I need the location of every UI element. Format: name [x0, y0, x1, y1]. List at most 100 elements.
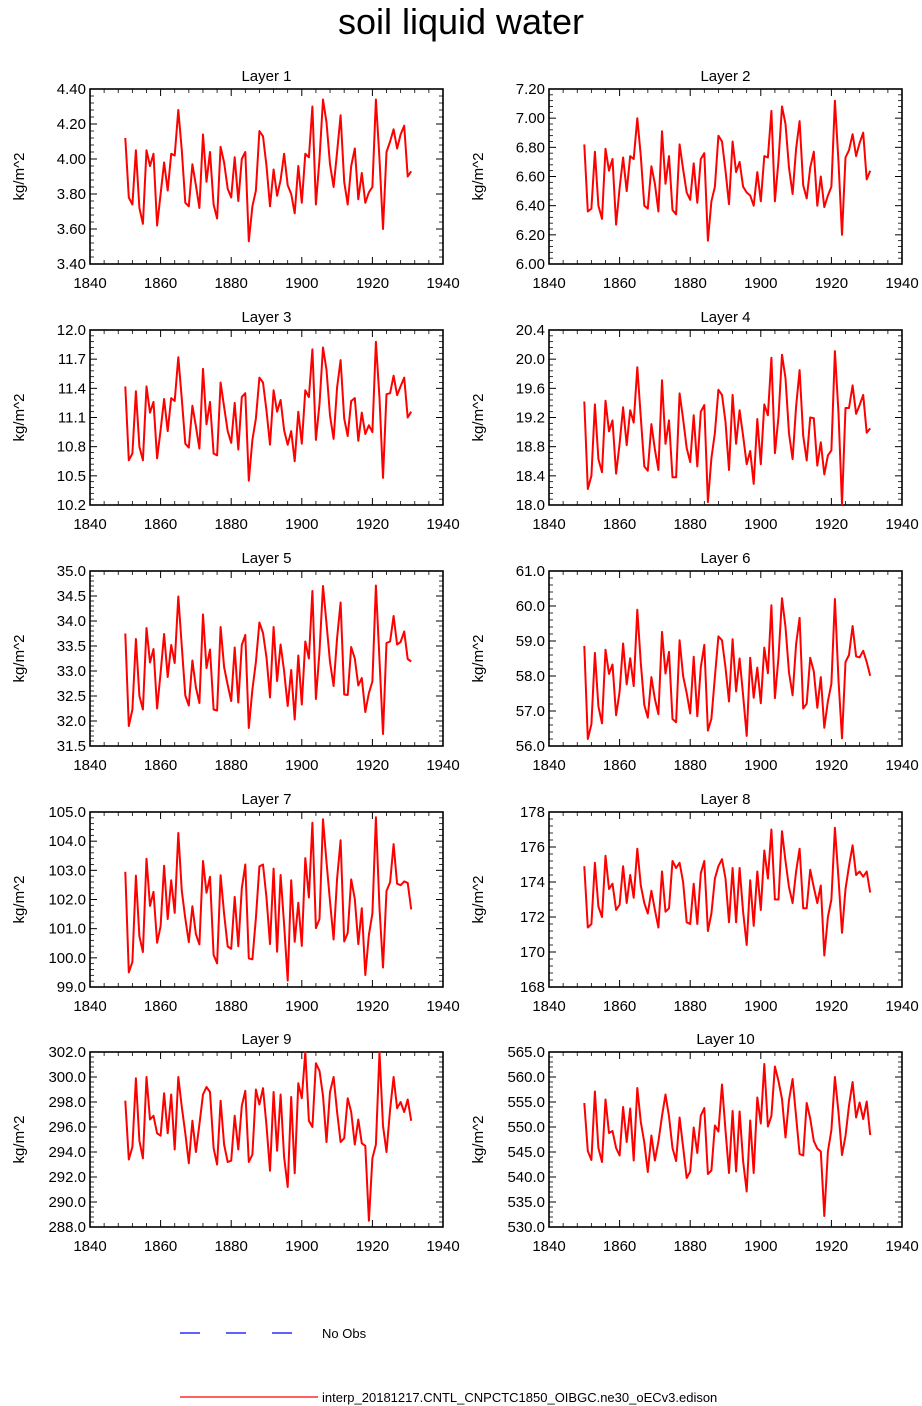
- y-axis-label-10: kg/m^2: [470, 1116, 487, 1164]
- series-line-6: [583, 597, 872, 740]
- x-tick-label-9-1860: 1860: [144, 1238, 177, 1255]
- x-tick-label-4-1920: 1920: [815, 516, 848, 533]
- y-tick-label-3-2: 10.8: [57, 439, 86, 456]
- y-tick-label-7-4: 103.0: [48, 862, 86, 879]
- y-axis-label-7: kg/m^2: [11, 876, 28, 924]
- y-tick-label-6-2: 58.0: [516, 668, 545, 685]
- y-tick-label-4-2: 18.8: [516, 439, 545, 456]
- chart-title-5: Layer 5: [241, 550, 291, 567]
- x-tick-label-7-1840: 1840: [73, 998, 106, 1015]
- y-tick-label-4-4: 19.6: [516, 380, 545, 397]
- y-tick-label-4-6: 20.4: [516, 322, 545, 339]
- y-tick-label-1-4: 4.20: [57, 116, 86, 133]
- x-tick-label-3-1840: 1840: [73, 516, 106, 533]
- y-tick-label-8-3: 174: [520, 874, 545, 891]
- chart-title-8: Layer 8: [700, 791, 750, 808]
- y-tick-label-5-3: 33.0: [57, 663, 86, 680]
- x-tick-label-9-1920: 1920: [356, 1238, 389, 1255]
- y-tick-label-3-6: 12.0: [57, 322, 86, 339]
- plot-frame-6: [548, 570, 903, 747]
- y-tick-label-7-1: 100.0: [48, 950, 86, 967]
- x-tick-label-8-1920: 1920: [815, 998, 848, 1015]
- x-tick-label-2-1900: 1900: [744, 275, 777, 292]
- y-tick-label-1-0: 3.40: [57, 256, 86, 273]
- x-tick-label-3-1880: 1880: [215, 516, 248, 533]
- y-tick-label-9-3: 294.0: [48, 1144, 86, 1161]
- y-tick-label-6-5: 61.0: [516, 563, 545, 580]
- y-tick-label-9-6: 300.0: [48, 1069, 86, 1086]
- y-axis-label-8: kg/m^2: [470, 876, 487, 924]
- y-tick-label-2-1: 6.20: [516, 227, 545, 244]
- y-tick-label-2-5: 7.00: [516, 110, 545, 127]
- x-tick-label-6-1880: 1880: [674, 757, 707, 774]
- plot-frame-8: [548, 811, 903, 988]
- x-tick-label-2-1920: 1920: [815, 275, 848, 292]
- chart-title-2: Layer 2: [700, 68, 750, 85]
- y-tick-label-1-3: 4.00: [57, 151, 86, 168]
- x-tick-label-7-1900: 1900: [285, 998, 318, 1015]
- series-line-1: [124, 98, 413, 243]
- x-tick-label-8-1940: 1940: [885, 998, 918, 1015]
- y-axis-label-4: kg/m^2: [470, 394, 487, 442]
- y-tick-label-10-2: 540.0: [507, 1169, 545, 1186]
- x-tick-label-8-1900: 1900: [744, 998, 777, 1015]
- x-tick-label-4-1900: 1900: [744, 516, 777, 533]
- y-tick-label-7-6: 105.0: [48, 804, 86, 821]
- x-tick-label-5-1900: 1900: [285, 757, 318, 774]
- x-tick-label-2-1840: 1840: [532, 275, 565, 292]
- y-tick-label-9-4: 296.0: [48, 1119, 86, 1136]
- x-tick-label-8-1860: 1860: [603, 998, 636, 1015]
- y-tick-label-8-5: 178: [520, 804, 545, 821]
- chart-title-7: Layer 7: [241, 791, 291, 808]
- series-line-9: [124, 1051, 413, 1222]
- x-tick-label-7-1940: 1940: [426, 998, 459, 1015]
- x-tick-label-8-1840: 1840: [532, 998, 565, 1015]
- y-tick-label-1-5: 4.40: [57, 81, 86, 98]
- chart-title-9: Layer 9: [241, 1031, 291, 1048]
- y-tick-label-2-4: 6.80: [516, 139, 545, 156]
- y-axis-label-6: kg/m^2: [470, 635, 487, 683]
- x-tick-label-1-1840: 1840: [73, 275, 106, 292]
- y-tick-label-8-2: 172: [520, 909, 545, 926]
- y-tick-label-5-7: 35.0: [57, 563, 86, 580]
- y-axis-label-5: kg/m^2: [11, 635, 28, 683]
- x-tick-label-3-1860: 1860: [144, 516, 177, 533]
- x-tick-label-9-1940: 1940: [426, 1238, 459, 1255]
- y-tick-label-9-5: 298.0: [48, 1094, 86, 1111]
- x-tick-label-2-1860: 1860: [603, 275, 636, 292]
- page-title: soil liquid water: [337, 1, 585, 42]
- x-tick-label-7-1920: 1920: [356, 998, 389, 1015]
- y-tick-label-3-1: 10.5: [57, 468, 86, 485]
- x-tick-label-10-1860: 1860: [603, 1238, 636, 1255]
- y-tick-label-3-3: 11.1: [58, 410, 86, 427]
- plot-frame-9: [89, 1051, 444, 1228]
- x-tick-label-9-1880: 1880: [215, 1238, 248, 1255]
- series-line-8: [583, 826, 872, 957]
- x-tick-label-1-1900: 1900: [285, 275, 318, 292]
- x-tick-label-3-1940: 1940: [426, 516, 459, 533]
- y-axis-label-1: kg/m^2: [11, 153, 28, 201]
- x-tick-label-1-1920: 1920: [356, 275, 389, 292]
- plot-frame-10: [548, 1051, 903, 1228]
- y-tick-label-2-0: 6.00: [516, 256, 545, 273]
- x-tick-label-6-1920: 1920: [815, 757, 848, 774]
- y-tick-label-8-1: 170: [520, 944, 545, 961]
- chart-title-3: Layer 3: [241, 309, 291, 326]
- x-tick-label-3-1920: 1920: [356, 516, 389, 533]
- y-tick-label-7-3: 102.0: [48, 892, 86, 909]
- x-tick-label-9-1900: 1900: [285, 1238, 318, 1255]
- y-tick-label-9-1: 290.0: [48, 1194, 86, 1211]
- y-tick-label-1-1: 3.60: [57, 221, 86, 238]
- series-line-2: [583, 99, 872, 242]
- x-tick-label-5-1880: 1880: [215, 757, 248, 774]
- y-tick-label-4-5: 20.0: [516, 351, 545, 368]
- y-tick-label-10-0: 530.0: [507, 1219, 545, 1236]
- y-tick-label-8-0: 168: [520, 979, 545, 996]
- plot-frame-5: [89, 570, 444, 747]
- x-tick-label-1-1880: 1880: [215, 275, 248, 292]
- y-tick-label-8-4: 176: [520, 839, 545, 856]
- x-tick-label-7-1860: 1860: [144, 998, 177, 1015]
- y-tick-label-5-4: 33.5: [57, 638, 86, 655]
- chart-title-1: Layer 1: [241, 68, 291, 85]
